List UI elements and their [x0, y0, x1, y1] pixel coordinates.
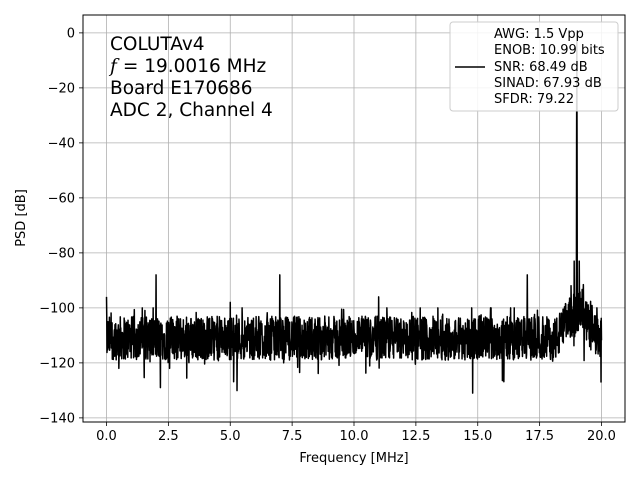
x-tick-label: 15.0 [463, 429, 492, 444]
x-axis-label: Frequency [MHz] [299, 451, 408, 466]
frequency-value: = 19.0016 MHz [123, 56, 266, 77]
x-tick-label: 10.0 [340, 429, 369, 444]
y-tick-label: −20 [48, 81, 75, 96]
legend: AWG: 1.5 Vpp ENOB: 10.99 bits SNR: 68.49… [449, 21, 619, 112]
y-tick: −40 [48, 136, 83, 151]
x-tick-label: 20.0 [587, 429, 616, 444]
annotation-line-2: f = 19.0016 MHz [108, 56, 266, 77]
annotation-line-4: ADC 2, Channel 4 [110, 100, 273, 121]
legend-text-1: AWG: 1.5 Vpp [494, 27, 584, 42]
x-tick-label: 2.5 [158, 429, 179, 444]
y-tick-label: −80 [48, 246, 75, 261]
y-tick-label: −40 [48, 136, 75, 151]
annotation-line-3: Board E170686 [110, 78, 253, 99]
x-axis-ticks: 0.0 2.5 5.0 7.5 10.0 12.5 15.0 17.5 20.0 [96, 422, 616, 444]
x-tick: 15.0 [463, 422, 492, 444]
x-tick-label: 17.5 [525, 429, 554, 444]
y-tick-label: −100 [39, 301, 75, 316]
y-tick: −100 [39, 301, 83, 316]
x-tick-label: 7.5 [282, 429, 303, 444]
y-tick: −120 [39, 356, 83, 371]
y-tick-label: −120 [39, 356, 75, 371]
x-tick: 7.5 [282, 422, 303, 444]
psd-series-line [105, 32, 603, 394]
y-tick-label: 0 [67, 26, 75, 41]
y-tick: −80 [48, 246, 83, 261]
y-tick: 0 [67, 26, 83, 41]
y-tick: −60 [48, 191, 83, 206]
legend-text-2: ENOB: 10.99 bits [494, 43, 605, 58]
legend-text-3: SNR: 68.49 dB [494, 60, 588, 75]
x-tick: 5.0 [220, 422, 241, 444]
x-tick-label: 12.5 [401, 429, 430, 444]
y-tick: −20 [48, 81, 83, 96]
annotation-block: COLUTAv4 f = 19.0016 MHz Board E170686 AD… [108, 34, 273, 121]
x-tick: 12.5 [401, 422, 430, 444]
legend-text-4: SINAD: 67.93 dB [494, 76, 602, 91]
x-tick: 10.0 [340, 422, 369, 444]
y-tick: −140 [39, 411, 83, 426]
y-tick-label: −140 [39, 411, 75, 426]
x-tick: 17.5 [525, 422, 554, 444]
x-tick-label: 5.0 [220, 429, 241, 444]
annotation-line-1: COLUTAv4 [110, 34, 205, 55]
x-tick-label: 0.0 [96, 429, 117, 444]
y-axis-label: PSD [dB] [14, 189, 29, 247]
x-tick: 0.0 [96, 422, 117, 444]
x-tick: 2.5 [158, 422, 179, 444]
legend-box [449, 21, 619, 112]
y-tick-label: −60 [48, 191, 75, 206]
y-axis-ticks: 0 −20 −40 −60 −80 −100 −120 −140 [39, 26, 83, 426]
x-tick: 20.0 [587, 422, 616, 444]
psd-trace [105, 32, 603, 394]
legend-text-5: SFDR: 79.22 [494, 92, 574, 107]
